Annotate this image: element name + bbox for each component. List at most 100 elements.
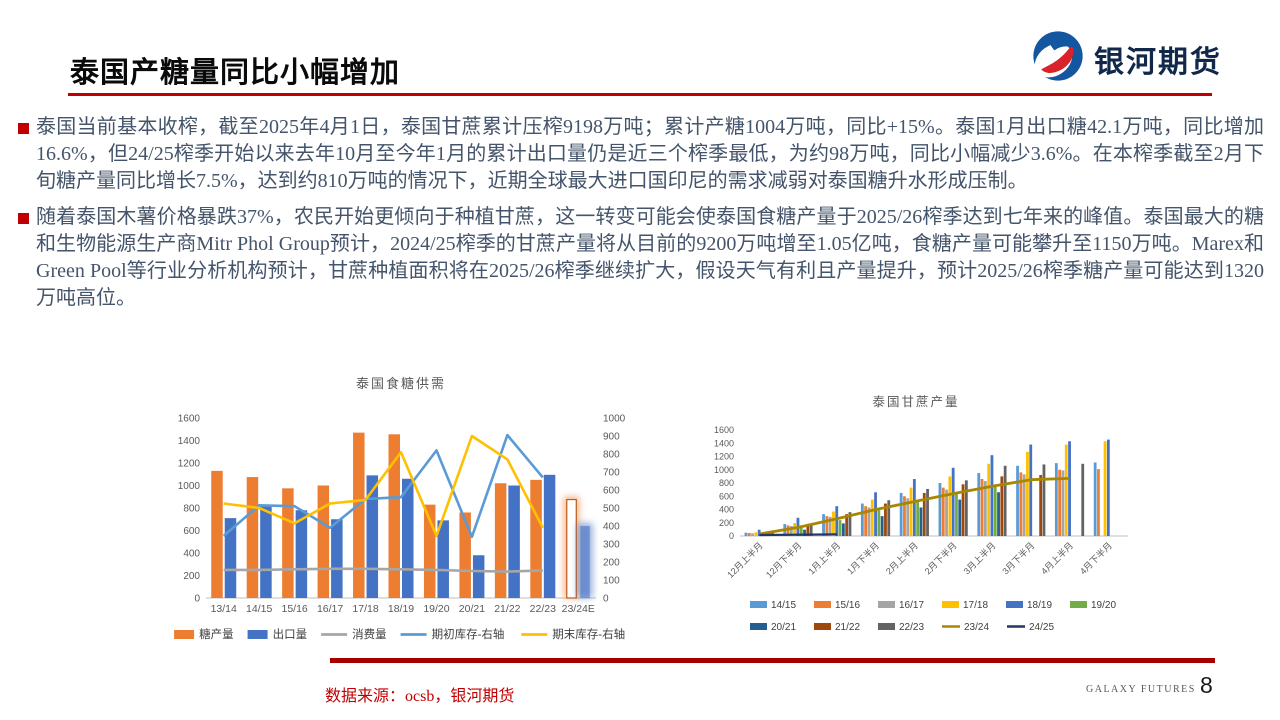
bar — [987, 463, 991, 536]
legend-item-期初库存-右轴: 期初库存-右轴 — [400, 627, 504, 641]
right-axis-tick: 100 — [603, 576, 620, 587]
bar — [835, 506, 839, 536]
bar — [916, 500, 920, 536]
bar — [903, 496, 906, 536]
bar — [848, 512, 852, 536]
bar — [864, 506, 868, 536]
bar — [757, 529, 761, 536]
page-title: 泰国产糖量同比小幅增加 — [70, 57, 401, 90]
x-axis-label: 12月下半月 — [763, 540, 803, 580]
bar — [977, 473, 981, 536]
x-axis-label: 3月上半月 — [961, 540, 998, 577]
x-axis-label: 20/21 — [459, 603, 485, 615]
svg-text:23/24: 23/24 — [964, 622, 989, 633]
x-axis-label: 16/17 — [317, 603, 343, 615]
bar — [1103, 441, 1107, 536]
bar — [793, 523, 797, 536]
bar — [1068, 441, 1071, 536]
bar — [803, 529, 806, 536]
left-axis-tick: 1400 — [714, 438, 734, 448]
bar-series-17/18 — [754, 441, 1107, 536]
bar — [1081, 463, 1085, 536]
bar — [961, 484, 965, 536]
footer-divider — [330, 658, 1215, 663]
line-series-24/25 — [759, 533, 838, 537]
left-axis-tick: 1600 — [714, 425, 734, 435]
svg-text:22/23: 22/23 — [899, 622, 924, 633]
bar — [990, 455, 994, 536]
x-axis-label: 13/14 — [211, 603, 237, 615]
svg-text:20/21: 20/21 — [771, 622, 796, 633]
left-axis-tick: 1000 — [178, 481, 201, 492]
bar — [494, 483, 507, 598]
x-axis-label: 1月上半月 — [806, 540, 843, 577]
right-axis-tick: 300 — [603, 540, 620, 551]
bar — [941, 487, 945, 536]
bar — [884, 503, 887, 536]
svg-text:19/20: 19/20 — [1091, 600, 1116, 611]
bar — [295, 510, 308, 598]
bar — [543, 474, 556, 598]
left-axis-tick: 1600 — [178, 414, 201, 425]
x-axis-label: 2月下半月 — [922, 540, 959, 577]
left-axis-tick: 0 — [194, 594, 200, 605]
svg-text:期末库存-右轴: 期末库存-右轴 — [552, 627, 625, 641]
line-series-期初库存-右轴 — [222, 433, 544, 539]
left-axis-tick: 800 — [183, 504, 200, 515]
left-axis-tick: 1200 — [714, 452, 734, 462]
legend-item-21/22: 21/22 — [814, 622, 860, 633]
legend-item-18/19: 18/19 — [1006, 600, 1052, 611]
bar — [1039, 475, 1043, 536]
legend-item-糖产量: 糖产量 — [174, 627, 234, 641]
left-axis-tick: 200 — [719, 518, 734, 528]
chart-title: 泰国甘蔗产量 — [872, 395, 959, 409]
bar — [880, 516, 884, 536]
bar — [874, 492, 877, 536]
data-source: 数据来源：ocsb，银河期货 — [325, 688, 515, 705]
forecast-bar — [580, 526, 590, 598]
bar — [806, 525, 810, 536]
bar — [906, 498, 910, 536]
legend-item-出口量: 出口量 — [247, 627, 307, 641]
bullet-marker — [18, 123, 29, 134]
bar — [1054, 463, 1058, 536]
bar — [845, 514, 849, 536]
bar — [997, 492, 1000, 536]
bar-series-出口量 — [224, 474, 593, 598]
bar — [926, 488, 929, 536]
bar-series-15/16 — [747, 469, 1100, 536]
bar — [1000, 476, 1004, 536]
brand-text: GALAXY FUTURES — [1086, 684, 1196, 695]
bar — [751, 533, 754, 536]
bar — [789, 526, 793, 536]
legend-item-期末库存-右轴: 期末库存-右轴 — [521, 627, 625, 641]
bullet-text-1: 泰国当前基本收榨，截至2025年4月1日，泰国甘蔗累计压榨9198万吨；累计产糖… — [36, 116, 1264, 192]
page-number: 8 — [1200, 672, 1213, 698]
bar — [948, 476, 952, 536]
svg-text:21/22: 21/22 — [835, 622, 860, 633]
legend-item-22/23: 22/23 — [878, 622, 924, 633]
bar — [786, 525, 790, 536]
bar — [1042, 464, 1046, 536]
right-axis-tick: 400 — [603, 522, 620, 533]
bar — [1097, 469, 1100, 536]
bar — [832, 511, 835, 536]
legend-item-23/24: 23/24 — [942, 622, 989, 633]
x-axis-label: 17/18 — [352, 603, 378, 615]
bar-series-16/17 — [751, 470, 1065, 536]
bar — [388, 434, 400, 598]
chart-title: 泰国食糖供需 — [356, 376, 446, 391]
x-axis-label: 19/20 — [423, 603, 449, 615]
bar — [887, 500, 891, 536]
x-axis-label: 3月下半月 — [1000, 540, 1037, 577]
right-axis-tick: 900 — [603, 432, 620, 443]
bar — [993, 486, 997, 536]
bar — [919, 507, 923, 536]
left-axis-tick: 200 — [183, 571, 200, 582]
x-axis-label: 21/22 — [494, 603, 520, 615]
bar — [964, 480, 968, 536]
forecast-bar — [566, 498, 577, 599]
bar — [958, 499, 962, 536]
bar — [1058, 469, 1062, 536]
bar — [912, 479, 916, 536]
